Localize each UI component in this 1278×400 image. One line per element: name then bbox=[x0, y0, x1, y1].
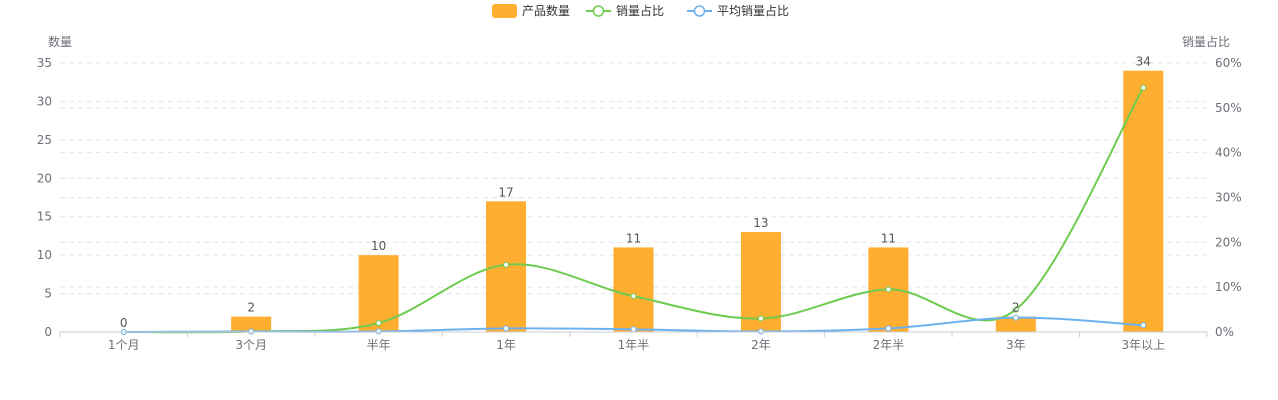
line-series bbox=[120, 84, 1147, 335]
legend[interactable]: 产品数量 销量占比 平均销量占比 bbox=[492, 3, 789, 18]
bar-value-label-1: 0 bbox=[120, 316, 128, 330]
x-tick-label-1: 1个月 bbox=[108, 338, 140, 352]
right-tick-label-20%: 20% bbox=[1215, 235, 1242, 249]
x-tick-label-6: 2年 bbox=[751, 338, 771, 352]
left-tick-label-0: 0 bbox=[44, 325, 52, 339]
bar-value-label-7: 11 bbox=[881, 231, 896, 245]
bar-9 bbox=[1123, 70, 1164, 332]
right-axis-name: 销量占比 bbox=[1182, 34, 1230, 49]
bar-value-label-3: 10 bbox=[371, 239, 386, 253]
bar-value-label-5: 11 bbox=[626, 231, 641, 245]
avg-sales-share-point-9 bbox=[1140, 322, 1147, 329]
legend-swatch-bar-icon bbox=[492, 4, 517, 18]
bar-series bbox=[231, 70, 1164, 332]
bar-5 bbox=[613, 247, 654, 332]
left-tick-label-5: 5 bbox=[44, 287, 52, 301]
avg-sales-share-point-5 bbox=[630, 326, 637, 333]
bar-value-label-2: 2 bbox=[247, 301, 255, 315]
x-tick-label-3: 半年 bbox=[367, 338, 391, 352]
sales-share-point-5 bbox=[630, 293, 637, 300]
legend-item-2[interactable]: 销量占比 bbox=[586, 3, 664, 18]
right-tick-label-60%: 60% bbox=[1215, 56, 1242, 70]
bar-6 bbox=[740, 232, 781, 332]
left-tick-label-15: 15 bbox=[37, 210, 52, 224]
legend-swatch-circle-icon bbox=[693, 5, 706, 17]
left-tick-label-30: 30 bbox=[37, 94, 52, 108]
legend-item-1[interactable]: 产品数量 bbox=[492, 3, 570, 18]
legend-label: 平均销量占比 bbox=[717, 3, 789, 18]
right-tick-label-30%: 30% bbox=[1215, 191, 1242, 205]
right-tick-label-10%: 10% bbox=[1215, 280, 1242, 294]
avg-sales-share-point-7 bbox=[885, 325, 892, 332]
sales-share-point-4 bbox=[503, 261, 510, 268]
legend-item-3[interactable]: 平均销量占比 bbox=[687, 3, 789, 18]
sales-share-point-8 bbox=[1012, 306, 1019, 313]
legend-swatch-circle-icon bbox=[592, 5, 605, 17]
x-tick-label-7: 2年半 bbox=[873, 338, 905, 352]
left-tick-label-20: 20 bbox=[37, 171, 52, 185]
x-tick-label-4: 1年 bbox=[496, 338, 516, 352]
avg-sales-share-point-8 bbox=[1012, 314, 1019, 321]
x-tick-label-8: 3年 bbox=[1006, 338, 1026, 352]
left-tick-label-35: 35 bbox=[37, 56, 52, 70]
avg-sales-share-point-4 bbox=[503, 325, 510, 332]
left-tick-label-10: 10 bbox=[37, 248, 52, 262]
x-tick-label-9: 3年以上 bbox=[1121, 338, 1165, 352]
x-tick-label-5: 1年半 bbox=[618, 338, 650, 352]
right-tick-label-50%: 50% bbox=[1215, 101, 1242, 115]
grid-lines bbox=[60, 62, 1207, 295]
legend-label: 产品数量 bbox=[522, 3, 570, 18]
bar-value-label-6: 13 bbox=[753, 216, 768, 230]
x-tick-label-2: 3个月 bbox=[235, 338, 267, 352]
bar-value-label-9: 34 bbox=[1136, 55, 1151, 69]
sales-share-point-6 bbox=[757, 315, 764, 322]
bar-value-label-4: 17 bbox=[498, 185, 513, 199]
left-tick-label-25: 25 bbox=[37, 133, 52, 147]
bar-8 bbox=[995, 316, 1036, 332]
bar-value-labels: 0 2 10 17 11 13 11 2 34 bbox=[120, 55, 1151, 330]
left-axis-name: 数量 bbox=[48, 34, 72, 49]
bar-2 bbox=[231, 316, 272, 332]
right-tick-label-40%: 40% bbox=[1215, 146, 1242, 160]
sales-share-point-7 bbox=[885, 286, 892, 293]
right-tick-label-0%: 0% bbox=[1215, 325, 1234, 339]
bar-value-label-8: 2 bbox=[1012, 301, 1020, 315]
legend-label: 销量占比 bbox=[616, 3, 664, 18]
sales-share-point-9 bbox=[1140, 84, 1147, 91]
sales-share-point-3 bbox=[375, 320, 382, 327]
